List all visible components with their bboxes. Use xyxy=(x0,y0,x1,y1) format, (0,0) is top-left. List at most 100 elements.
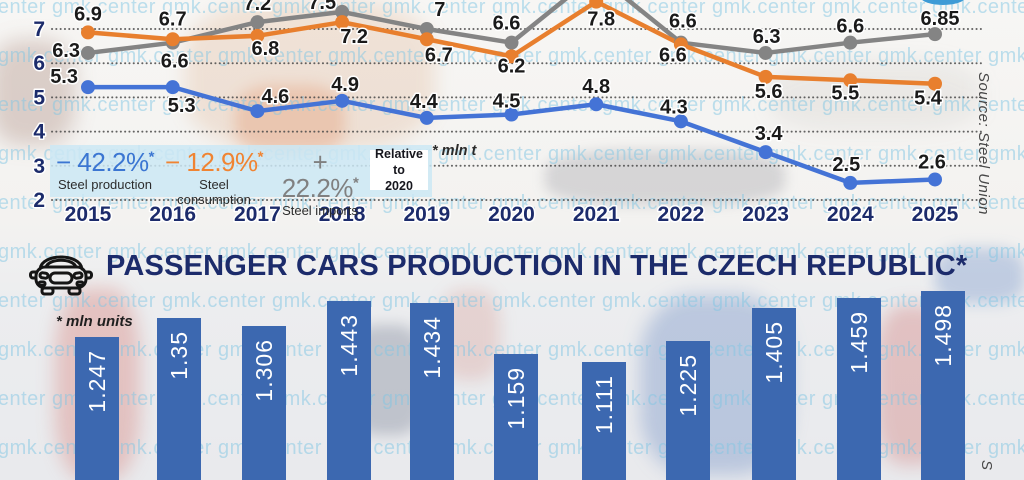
watermark-text: gmk.center xyxy=(548,241,652,263)
watermark-text: gmk.center xyxy=(382,290,486,312)
data-point xyxy=(843,175,858,190)
watermark-text: gmk.center xyxy=(218,45,322,67)
y-axis-tick: 2 xyxy=(33,189,45,212)
stat-label: Steel consumption xyxy=(177,177,251,207)
y-axis-tick: 5 xyxy=(33,86,45,109)
data-point-label: 7.8 xyxy=(587,9,615,31)
watermark-text: gmk.center xyxy=(0,290,46,312)
data-point-label: 4.5 xyxy=(493,91,521,113)
data-point-label: 6.8 xyxy=(251,38,279,60)
steel-source: Source: Steel Union xyxy=(975,72,992,215)
y-axis-tick: 7 xyxy=(33,18,45,41)
watermark-text: gmk.center xyxy=(878,143,982,165)
data-point-label: 4.8 xyxy=(582,76,610,98)
x-axis-year: 2025 xyxy=(912,203,959,226)
bar-value-label: 1.225 xyxy=(674,354,701,417)
photo-blob xyxy=(0,40,75,145)
watermark-text: gmk.center xyxy=(932,192,1024,214)
watermark-text: gmk.center xyxy=(108,45,212,67)
stat-label: Steel imports xyxy=(282,203,358,218)
data-point xyxy=(758,145,773,160)
watermark-text: gmk.center xyxy=(602,0,706,18)
watermark-text: gmk.center xyxy=(0,241,102,263)
watermark-text: gmk.center xyxy=(382,94,486,116)
data-point-label: 5.3 xyxy=(50,66,78,88)
data-point xyxy=(928,27,942,42)
watermark-text: gmk.center xyxy=(712,192,816,214)
cars-source-partial: S xyxy=(978,460,995,471)
watermark-text: gmk.center xyxy=(822,192,926,214)
data-point xyxy=(250,15,265,30)
watermark-text: gmk.center xyxy=(878,241,982,263)
bar: 1.498 xyxy=(921,290,965,480)
y-axis-tick: 3 xyxy=(33,155,45,178)
stat-value: − 42.2%* xyxy=(56,147,155,177)
bar-value-label: 1.159 xyxy=(502,366,529,430)
watermark-text: gmk.center xyxy=(822,94,926,116)
watermark-text: gmk.center xyxy=(658,143,762,165)
watermark-text: gmk.center xyxy=(0,0,46,18)
data-point-label: 5.6 xyxy=(755,81,783,103)
data-point xyxy=(335,15,350,30)
data-point xyxy=(758,69,773,84)
watermark-text: gmk.center xyxy=(932,0,1024,18)
watermark-text: gmk.center xyxy=(712,94,816,116)
bar-value-label: 1.306 xyxy=(250,339,277,402)
watermark-text: gmk.center xyxy=(602,290,706,312)
data-point-label: 6.9 xyxy=(74,3,102,25)
data-point xyxy=(928,76,942,91)
watermark-text: gmk.center xyxy=(162,0,266,18)
x-axis-year: 2022 xyxy=(658,203,705,226)
bar: 1.225 xyxy=(666,341,710,480)
data-point-label: 6.6 xyxy=(836,16,864,38)
bar-value-label: 1.247 xyxy=(83,350,110,413)
data-point-label: 4.3 xyxy=(660,96,688,118)
data-point-label: 6.3 xyxy=(753,26,781,48)
stat-steel-consumption: − 12.9%* Steel consumption xyxy=(162,149,266,207)
watermark-text: gmk.center xyxy=(492,192,596,214)
data-point-label: 7.2 xyxy=(340,26,368,48)
data-point-label: 3.4 xyxy=(755,123,784,145)
watermark-text: gmk.center xyxy=(492,290,596,312)
data-point xyxy=(165,32,180,47)
bar: 1.247 xyxy=(75,337,119,480)
stat-value: + 22.2%* xyxy=(281,147,359,203)
watermark-text: gmk.center xyxy=(52,0,156,18)
data-point xyxy=(81,80,95,95)
data-point-label: 6.3 xyxy=(52,40,80,62)
data-point xyxy=(335,4,350,19)
watermark-text: gmk.center xyxy=(768,143,872,165)
watermark-text: gmk.center xyxy=(988,339,1024,361)
data-point-label: 6.6 xyxy=(493,13,521,35)
steel-stats-box: − 42.2%* Steel production − 12.9%* Steel… xyxy=(50,145,432,218)
watermark-text: gmk.center xyxy=(822,0,926,18)
partial-cropped-shape xyxy=(921,0,965,5)
watermark-text: gmk.center xyxy=(0,388,46,410)
data-point-label: 5.4 xyxy=(914,88,943,110)
data-point xyxy=(419,32,434,47)
bar-value-label: 1.405 xyxy=(760,321,787,384)
watermark-text: gmk.center xyxy=(162,94,266,116)
cars-chart-title: PASSENGER CARS PRODUCTION IN THE CZECH R… xyxy=(106,250,968,282)
watermark-text: gmk.center xyxy=(602,192,706,214)
x-axis-year: 2018 xyxy=(319,203,366,226)
watermark-text: gmk.center xyxy=(108,241,212,263)
watermark-text: gmk.center xyxy=(382,192,486,214)
data-point-label: 4.4 xyxy=(410,91,439,113)
data-point-label: 6.7 xyxy=(425,44,453,66)
data-point xyxy=(843,35,858,50)
data-point xyxy=(758,45,773,60)
y-axis-tick: 4 xyxy=(33,121,45,144)
watermark-text: gmk.center xyxy=(0,192,46,214)
x-axis-year: 2023 xyxy=(742,203,789,226)
bar: 1.306 xyxy=(242,326,286,480)
data-point-label: 6.85 xyxy=(921,8,960,30)
watermark-text: gmk.center xyxy=(712,0,816,18)
bar: 1.434 xyxy=(410,302,454,480)
data-point xyxy=(589,97,604,112)
bar: 1.111 xyxy=(582,362,626,480)
photo-blob xyxy=(770,60,980,130)
data-point xyxy=(419,22,434,36)
watermark-text: gmk.center xyxy=(52,290,156,312)
